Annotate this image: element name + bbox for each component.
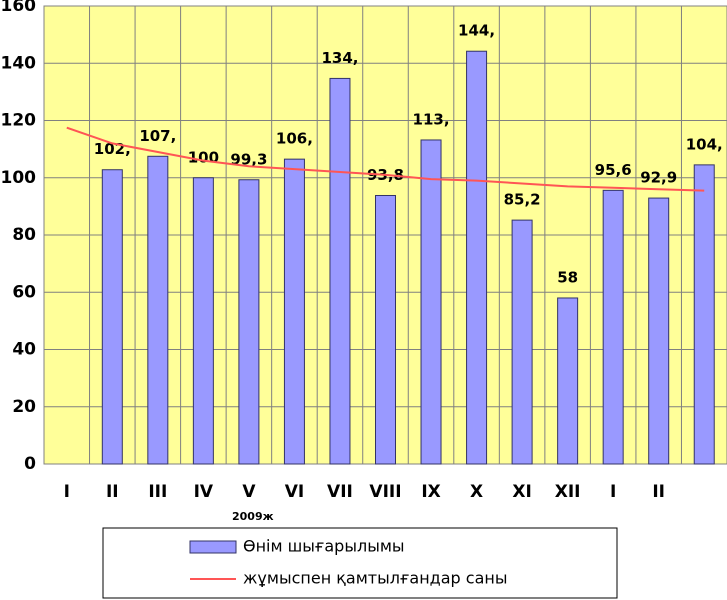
- bar: [192, 177, 214, 465]
- y-tick-label: 80: [12, 225, 36, 245]
- x-tick-label: VIII: [369, 482, 401, 502]
- data-label: 99,3: [230, 150, 267, 168]
- y-tick-label: 100: [1, 168, 37, 188]
- data-label: 134,: [321, 49, 358, 67]
- bar: [375, 194, 396, 465]
- y-tick-label: 40: [12, 340, 36, 360]
- bar: [557, 297, 579, 465]
- x-tick-label: II: [106, 482, 119, 502]
- data-label: 95,6: [595, 161, 632, 179]
- x-tick-label: X: [470, 482, 483, 502]
- x-tick-label: III: [148, 482, 167, 502]
- y-tick-label: 120: [1, 111, 37, 131]
- bar: [101, 169, 123, 465]
- bar: [602, 189, 624, 465]
- data-label: 107,: [139, 127, 176, 145]
- data-label: 100: [188, 148, 219, 166]
- bar: [283, 158, 305, 465]
- legend: [102, 527, 618, 599]
- legend-label: Өнім шығарылымы: [243, 537, 405, 556]
- bar: [238, 179, 260, 465]
- x-tick-label: IV: [194, 482, 214, 502]
- x-tick-label: II: [652, 482, 665, 502]
- line: [66, 126, 705, 192]
- legend-label: жұмыспен қамтылғандар саны: [243, 569, 507, 588]
- data-label: 106,: [276, 130, 313, 148]
- data-label: 104,: [686, 135, 723, 153]
- bar: [147, 155, 169, 465]
- x-tick-label: I: [64, 482, 70, 502]
- x-tick-label: V: [242, 482, 256, 502]
- y-tick-label: 20: [12, 397, 36, 417]
- x-tick-label: XI: [512, 482, 531, 502]
- data-label: 85,2: [504, 191, 541, 209]
- x-tick-label: IX: [421, 482, 440, 502]
- data-label: 92,9: [640, 169, 677, 187]
- bar: [511, 219, 533, 465]
- y-tick-label: 0: [24, 454, 36, 474]
- y-tick-label: 160: [1, 0, 37, 16]
- data-label: 58: [557, 268, 578, 286]
- y-tick-label: 140: [1, 53, 37, 73]
- bar: [466, 50, 488, 465]
- bar: [329, 77, 351, 465]
- legend-swatch: [189, 540, 237, 554]
- data-label: 144,: [458, 22, 495, 40]
- bar: [648, 197, 670, 465]
- annotation: 2009ж: [232, 510, 274, 523]
- bar: [420, 139, 442, 465]
- x-tick-label: VI: [285, 482, 304, 502]
- x-tick-label: VII: [327, 482, 353, 502]
- x-tick-label: I: [610, 482, 616, 502]
- x-tick-label: XII: [555, 482, 581, 502]
- bar: [693, 164, 715, 465]
- y-tick-label: 60: [12, 282, 36, 302]
- data-label: 113,: [413, 110, 450, 128]
